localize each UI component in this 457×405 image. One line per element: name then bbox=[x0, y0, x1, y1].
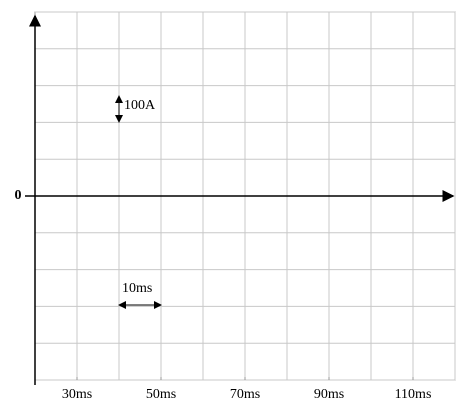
x-tick-label: 90ms bbox=[314, 387, 344, 402]
x-tick-label: 110ms bbox=[395, 387, 432, 402]
annotation: 100A bbox=[124, 98, 156, 113]
y-tick-label: 0 bbox=[15, 188, 22, 203]
x-tick-label: 30ms bbox=[62, 387, 92, 402]
x-tick-label: 50ms bbox=[146, 387, 176, 402]
annotation: 10ms bbox=[122, 281, 152, 296]
x-tick-label: 70ms bbox=[230, 387, 260, 402]
